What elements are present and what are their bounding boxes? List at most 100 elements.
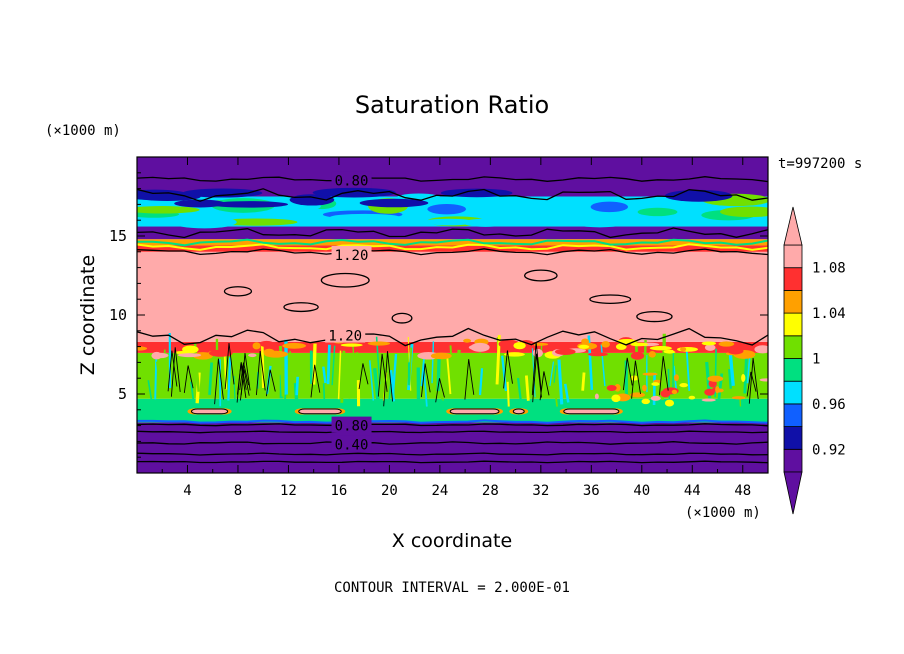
- contour-line: [310, 364, 321, 398]
- fringe-blob: [630, 351, 645, 360]
- turbulent-streak: [478, 368, 484, 396]
- fringe-blob: [367, 341, 391, 346]
- fringe-blob: [707, 375, 724, 382]
- turbulent-streak: [441, 373, 444, 400]
- fringe-blob: [594, 393, 599, 400]
- turbulent-streak: [737, 374, 742, 407]
- turbulent-streak: [672, 347, 675, 395]
- contour-line: [531, 342, 542, 396]
- colorbar-label: 1.04: [812, 306, 846, 322]
- contour-line: [532, 353, 542, 403]
- fringe-blob: [182, 345, 199, 354]
- x-tick-label: 40: [633, 483, 650, 499]
- upper-cloud-blob: [174, 199, 226, 208]
- fringe-blob: [651, 382, 660, 386]
- base-edge-line: [137, 419, 768, 424]
- fringe-blob: [504, 352, 525, 357]
- saturation-pocket: [190, 408, 229, 415]
- contour-line: [539, 371, 550, 401]
- fringe-blob: [513, 342, 526, 350]
- fringe-blob: [727, 347, 744, 355]
- time-label: t=997200 s: [778, 156, 862, 172]
- contour-line: [383, 351, 394, 407]
- contour-layer: [137, 176, 768, 464]
- turbulent-streak: [295, 376, 299, 396]
- colorbar-top-arrow: [783, 206, 803, 246]
- contour-label-layer: 0.80 1.20 1.20 0.80 0.40: [325, 171, 372, 454]
- contour-line: [622, 357, 633, 391]
- contour-line: [137, 188, 768, 202]
- turbulent-streak: [260, 343, 265, 388]
- turbulent-streak: [506, 381, 510, 407]
- contour-line: [255, 351, 266, 396]
- upper-cloud-blob: [312, 187, 396, 198]
- x-tick-label: 32: [532, 483, 549, 499]
- band: [137, 226, 768, 240]
- fringe-blob: [248, 353, 257, 358]
- fringe-blob: [630, 375, 639, 381]
- contour-label: 1.20: [328, 329, 362, 345]
- contour-line: [240, 352, 251, 396]
- contour-line: [183, 365, 194, 393]
- turbulent-streak: [596, 367, 602, 385]
- upper-cloud-blob: [359, 198, 429, 208]
- upper-cloud-blob: [329, 213, 401, 222]
- upper-cloud-blob: [422, 218, 476, 226]
- fringe-blob: [642, 372, 658, 376]
- contour-label: 1.20: [335, 248, 369, 264]
- contour-label: 0.80: [335, 419, 369, 435]
- turbulent-streak: [581, 372, 586, 391]
- contour-label-bg: [331, 435, 372, 452]
- turbulent-streak: [446, 357, 452, 395]
- turbulent-streak: [374, 373, 378, 404]
- contour-line: [224, 342, 235, 390]
- turbulent-streak: [312, 371, 319, 393]
- fringe-blob: [601, 341, 610, 348]
- fringe-blob: [587, 352, 608, 357]
- fringe-blob: [153, 352, 169, 359]
- fringe-blob: [671, 389, 678, 395]
- contour-line: [435, 378, 445, 403]
- turbulent-streak: [642, 340, 647, 389]
- turbulent-streak: [154, 359, 158, 400]
- turbulent-streak: [208, 362, 214, 395]
- x-unit-label: (×1000 m): [685, 505, 761, 521]
- x-tick-label: 48: [734, 483, 751, 499]
- turbulent-streak: [227, 357, 232, 401]
- fringe-blob: [259, 340, 275, 347]
- y-axis-label: Z coordinate: [77, 255, 99, 375]
- colorbar-segment: [783, 244, 803, 269]
- turbulent-streak: [156, 361, 163, 396]
- turbulent-streak: [743, 351, 749, 394]
- x-tick-label: 8: [234, 483, 242, 499]
- fringe-blob: [263, 348, 275, 356]
- fringe-blob: [630, 342, 648, 347]
- colorbar: 1.08 1.04 1 0.96 0.92: [783, 206, 846, 515]
- turbulent-streak: [557, 359, 564, 405]
- fringe-blob: [581, 338, 590, 345]
- fringe-blob: [741, 374, 746, 382]
- contour-line: [137, 327, 768, 347]
- turbulent-streak: [289, 351, 293, 394]
- fringe-blob: [759, 378, 768, 382]
- contour-line: [358, 363, 369, 390]
- upper-cloud-blob: [137, 192, 201, 201]
- turbulent-streak: [147, 380, 153, 401]
- x-tick-label: 20: [381, 483, 398, 499]
- turbulent-streak: [180, 355, 185, 390]
- upper-cloud-blob: [440, 188, 513, 198]
- turbulent-streak: [388, 384, 392, 401]
- turbulent-streak: [326, 344, 331, 385]
- turbulent-streak: [553, 365, 557, 385]
- fringe-blob: [715, 388, 724, 393]
- fringe-blob: [704, 344, 716, 351]
- turbulent-streak: [675, 365, 682, 397]
- fringe-blob: [663, 349, 676, 354]
- turbulent-streak: [600, 344, 606, 387]
- colorbar-segment: [783, 289, 803, 314]
- contour-line: [420, 363, 431, 398]
- contour-line: [137, 430, 768, 434]
- saturation-pocket: [512, 408, 525, 415]
- turbulent-streak: [516, 377, 523, 404]
